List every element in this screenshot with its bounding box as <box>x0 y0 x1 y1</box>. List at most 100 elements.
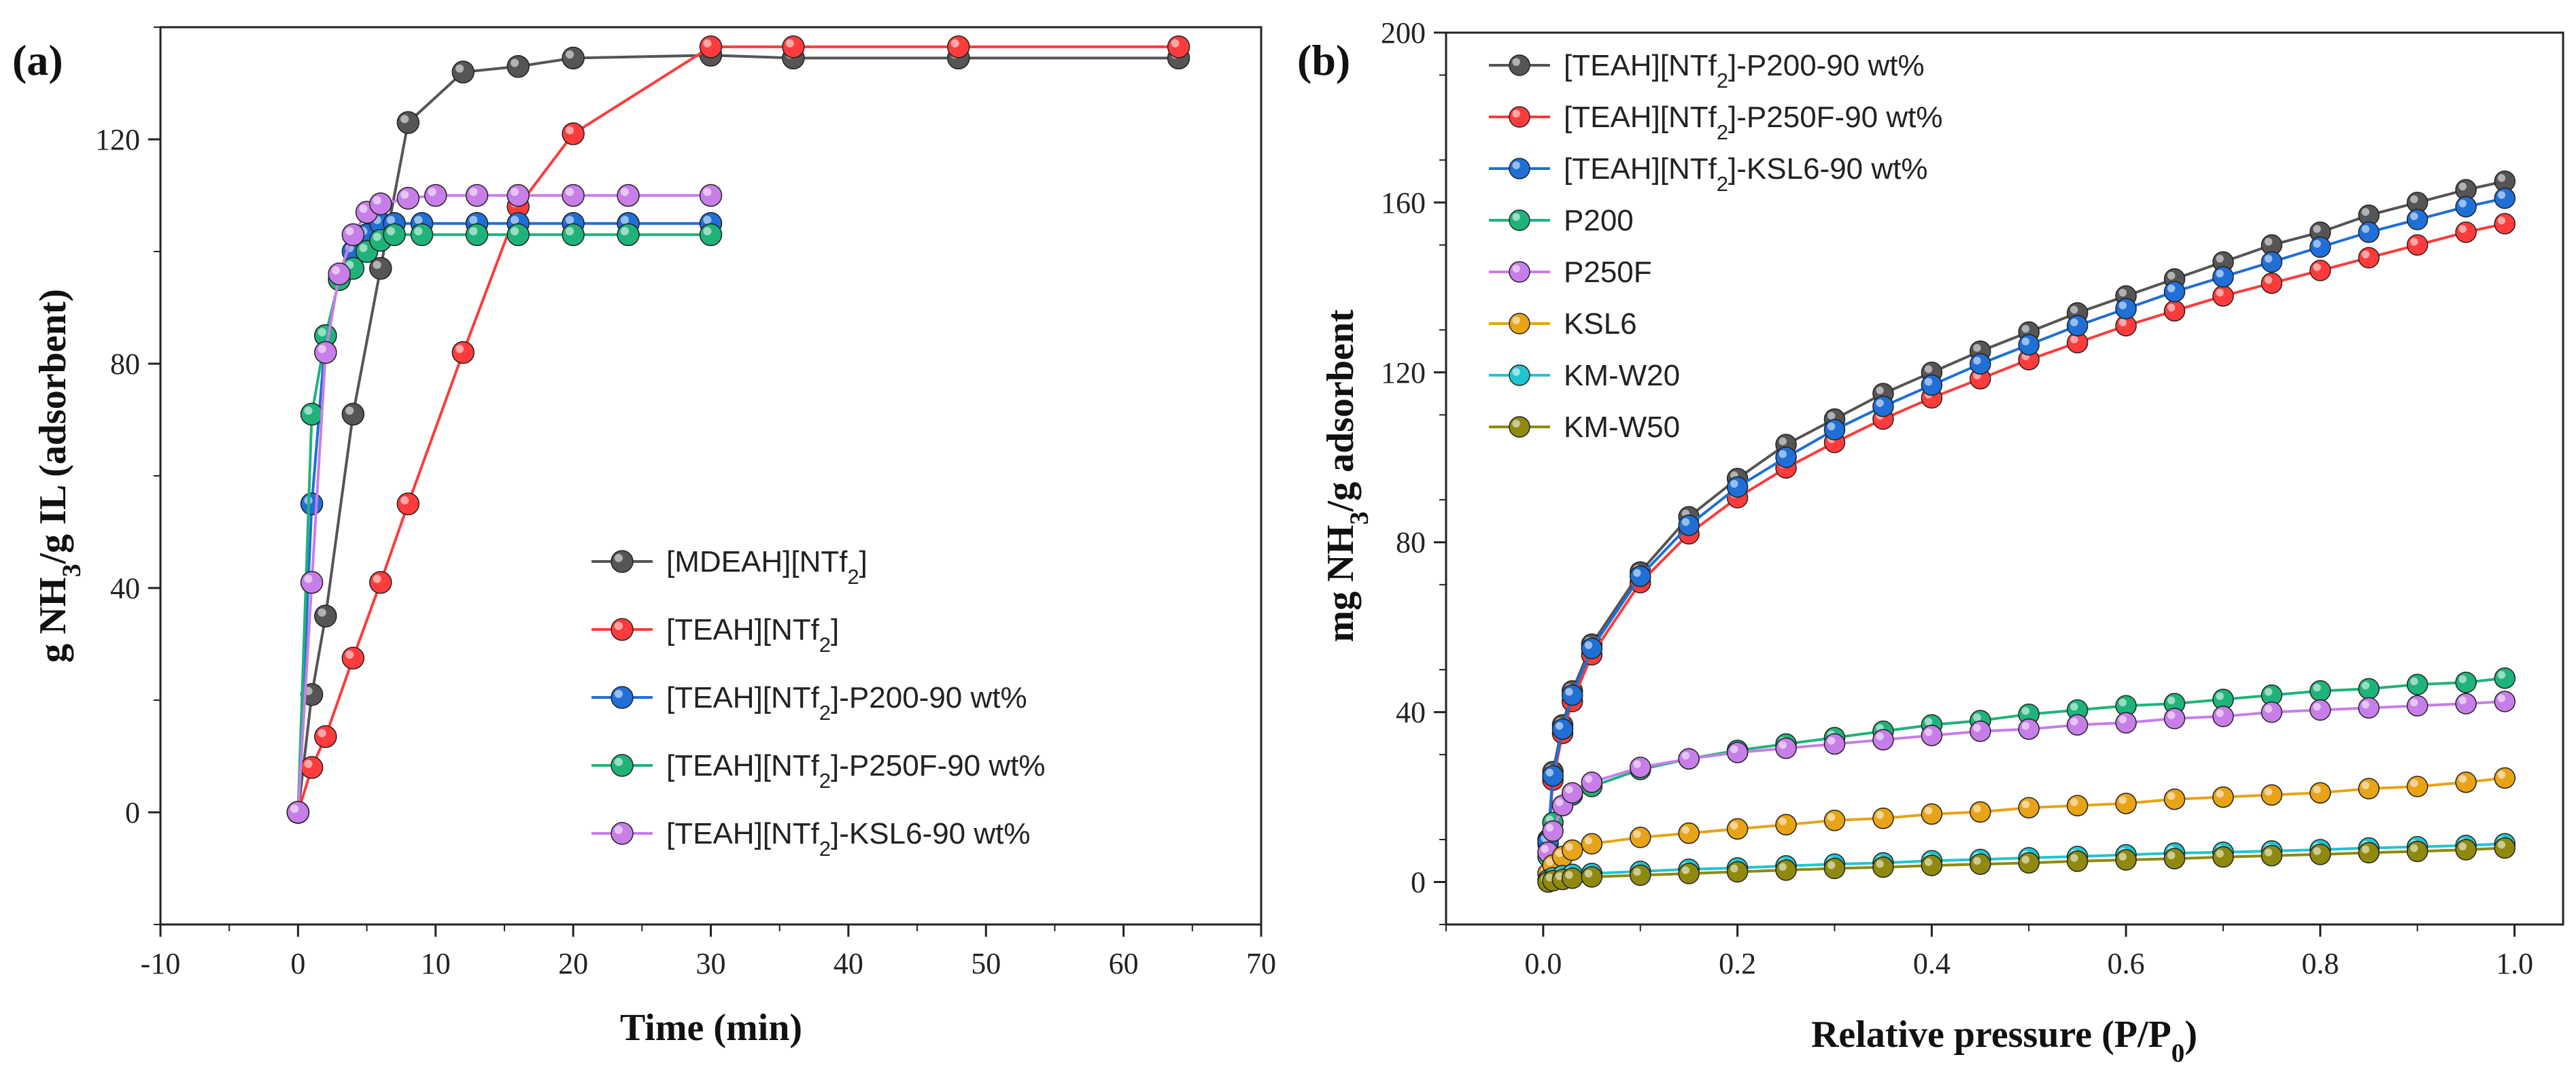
panel_b-data-point <box>1921 803 1943 825</box>
panel_a-data-point <box>300 402 324 426</box>
panel_b-data-point-body <box>2018 718 2040 740</box>
panel_a-legend-label-part: [TEAH][NTf <box>666 817 820 850</box>
panel_b-data-point-highlight <box>1779 741 1787 749</box>
panel_a-data-point-highlight <box>373 574 381 583</box>
panel_b-data-point-body <box>2261 272 2283 294</box>
panel_b-data-point-body <box>1581 638 1603 659</box>
panel_a-data-point-highlight <box>331 266 341 275</box>
panel_a-data-point <box>562 46 585 70</box>
panel_a-data-point <box>699 184 723 207</box>
panel_b-data-point-body <box>2455 221 2477 243</box>
panel_a-data-point-highlight <box>456 345 464 353</box>
panel_b-data-point-highlight <box>1973 356 1981 365</box>
panel_b-data-point-highlight <box>2216 692 2224 700</box>
panel_b-legend-marker-body <box>1509 416 1530 438</box>
panel_a-data-point-highlight <box>456 64 464 73</box>
panel_b-series-7 <box>1537 837 2516 893</box>
panel_b-data-point-body <box>2018 852 2040 874</box>
panel_a-data-point-highlight <box>345 650 354 659</box>
panel_b-data-point-highlight <box>1779 863 1787 871</box>
panel_b-data-point-body <box>2066 315 2089 336</box>
panel_a-data-point <box>465 184 489 207</box>
panel_a-data-point-highlight <box>620 215 630 224</box>
panel_b-data-point <box>2066 699 2089 721</box>
panel_a-xtick-label: 60 <box>1109 947 1139 980</box>
panel_b-data-point-body <box>1629 864 1651 886</box>
panel_a-data-point <box>562 223 585 246</box>
panel_a-data-point-body <box>300 402 324 426</box>
panel_a-data-point-highlight <box>565 50 574 59</box>
panel_a-data-point <box>314 604 337 627</box>
panel_a-data-point <box>506 55 530 78</box>
panel_b-data-point <box>2455 221 2477 243</box>
panel_b-legend-label: P200 <box>1564 204 1634 237</box>
panel_b-data-point-highlight <box>1779 817 1787 826</box>
panel_a-data-point-body <box>341 646 365 670</box>
panel_b-legend-marker-highlight <box>1512 316 1520 324</box>
panel_b-data-point-highlight <box>1633 868 1641 876</box>
panel_b-legend-label-part: [TEAH][NTf <box>1564 101 1717 134</box>
panel_a-data-point-body <box>396 492 420 515</box>
panel_b-data-point-body <box>1726 861 1749 883</box>
panel_a-data-point-body <box>396 186 420 210</box>
panel_b-data-point-highlight <box>1681 518 1690 526</box>
panel_b-data-point <box>2163 848 2186 869</box>
panel_b-data-point-body <box>1561 867 1583 889</box>
panel_b-data-point-body <box>1823 733 1846 755</box>
panel_b-data-point-highlight <box>2361 845 2370 854</box>
panel_b-xtick-label: 0.6 <box>2108 947 2145 980</box>
panel_b-data-point-body <box>1775 447 1797 468</box>
panel_b-data-point-highlight <box>2313 263 2321 271</box>
panel_a-legend-marker-highlight <box>614 553 623 562</box>
panel-b-y-axis-title-part: /g adsorbent <box>1320 309 1362 512</box>
panel_a-data-point <box>617 223 640 246</box>
panel_b-data-point <box>2261 845 2283 867</box>
panel_b-data-point-highlight <box>2410 195 2418 203</box>
panel_b-data-point-highlight <box>2070 854 2078 862</box>
panel_a-data-point-highlight <box>703 188 712 196</box>
panel_b-data-point-body <box>1970 801 1991 823</box>
panel_b-data-point <box>2066 714 2089 736</box>
panel_b-data-point-highlight <box>2497 770 2506 779</box>
panel_b-legend-label-part: ]-KSL6-90 wt% <box>1728 152 1927 186</box>
panel_b-data-point-body <box>2494 187 2516 209</box>
panel_b-data-point-highlight <box>2167 696 2176 705</box>
panel_b-data-point-body <box>1629 565 1651 587</box>
panel_b-data-point-body <box>2358 842 2380 864</box>
panel_a-legend-label-part: ]-KSL6-90 wt% <box>831 817 1030 850</box>
panel_b-data-point-body <box>2455 771 2477 793</box>
panel_a-legend-marker-highlight <box>614 825 623 834</box>
panel_b-legend-label: KSL6 <box>1564 307 1637 341</box>
panel_a-data-point-highlight <box>317 729 326 738</box>
panel_a-data-point-body <box>562 46 585 70</box>
panel_b-data-point-body <box>1970 720 1991 742</box>
panel_b-data-point <box>2261 784 2283 806</box>
panel_b-legend-marker-highlight <box>1512 58 1520 66</box>
panel_a-data-point-highlight <box>317 608 326 617</box>
panel_a-legend: [MDEAH][NTf2][TEAH][NTf2][TEAH][NTf2]-P2… <box>591 545 1046 861</box>
panel_b-legend-marker-highlight <box>1512 419 1520 428</box>
panel_b-data-point-body <box>2115 712 2137 733</box>
panel_b-data-point-highlight <box>1584 775 1593 783</box>
panel_b-data-point-highlight <box>2167 303 2176 312</box>
panel_b-data-point <box>2212 689 2234 710</box>
panel_a-legend-marker-highlight <box>614 689 623 698</box>
panel_a-ytick-label: 120 <box>95 123 140 156</box>
panel_b-data-point <box>1678 863 1700 884</box>
panel_b-legend-label: [TEAH][NTf2]-P250F-90 wt% <box>1564 101 1943 144</box>
panel_a-data-point <box>506 223 530 246</box>
panel_b-data-point-highlight <box>2216 269 2224 278</box>
panel_b-data-point-body <box>2494 837 2516 859</box>
panel_b-data-point <box>1823 810 1846 831</box>
panel-b-x-axis-title-part: ) <box>2184 1014 2197 1056</box>
panel_b-data-point <box>2494 667 2516 689</box>
panel_b-ytick-label: 0 <box>1411 866 1426 899</box>
panel_a-data-point <box>424 184 447 207</box>
panel_b-data-point-body <box>2494 213 2516 235</box>
panel_a-data-point <box>699 223 723 246</box>
panel_a-data-point-highlight <box>386 227 395 236</box>
panel_b-series-2 <box>1537 187 2516 852</box>
panel_b-data-point-highlight <box>2313 240 2321 248</box>
panel_b-data-point-highlight <box>1876 732 1884 741</box>
